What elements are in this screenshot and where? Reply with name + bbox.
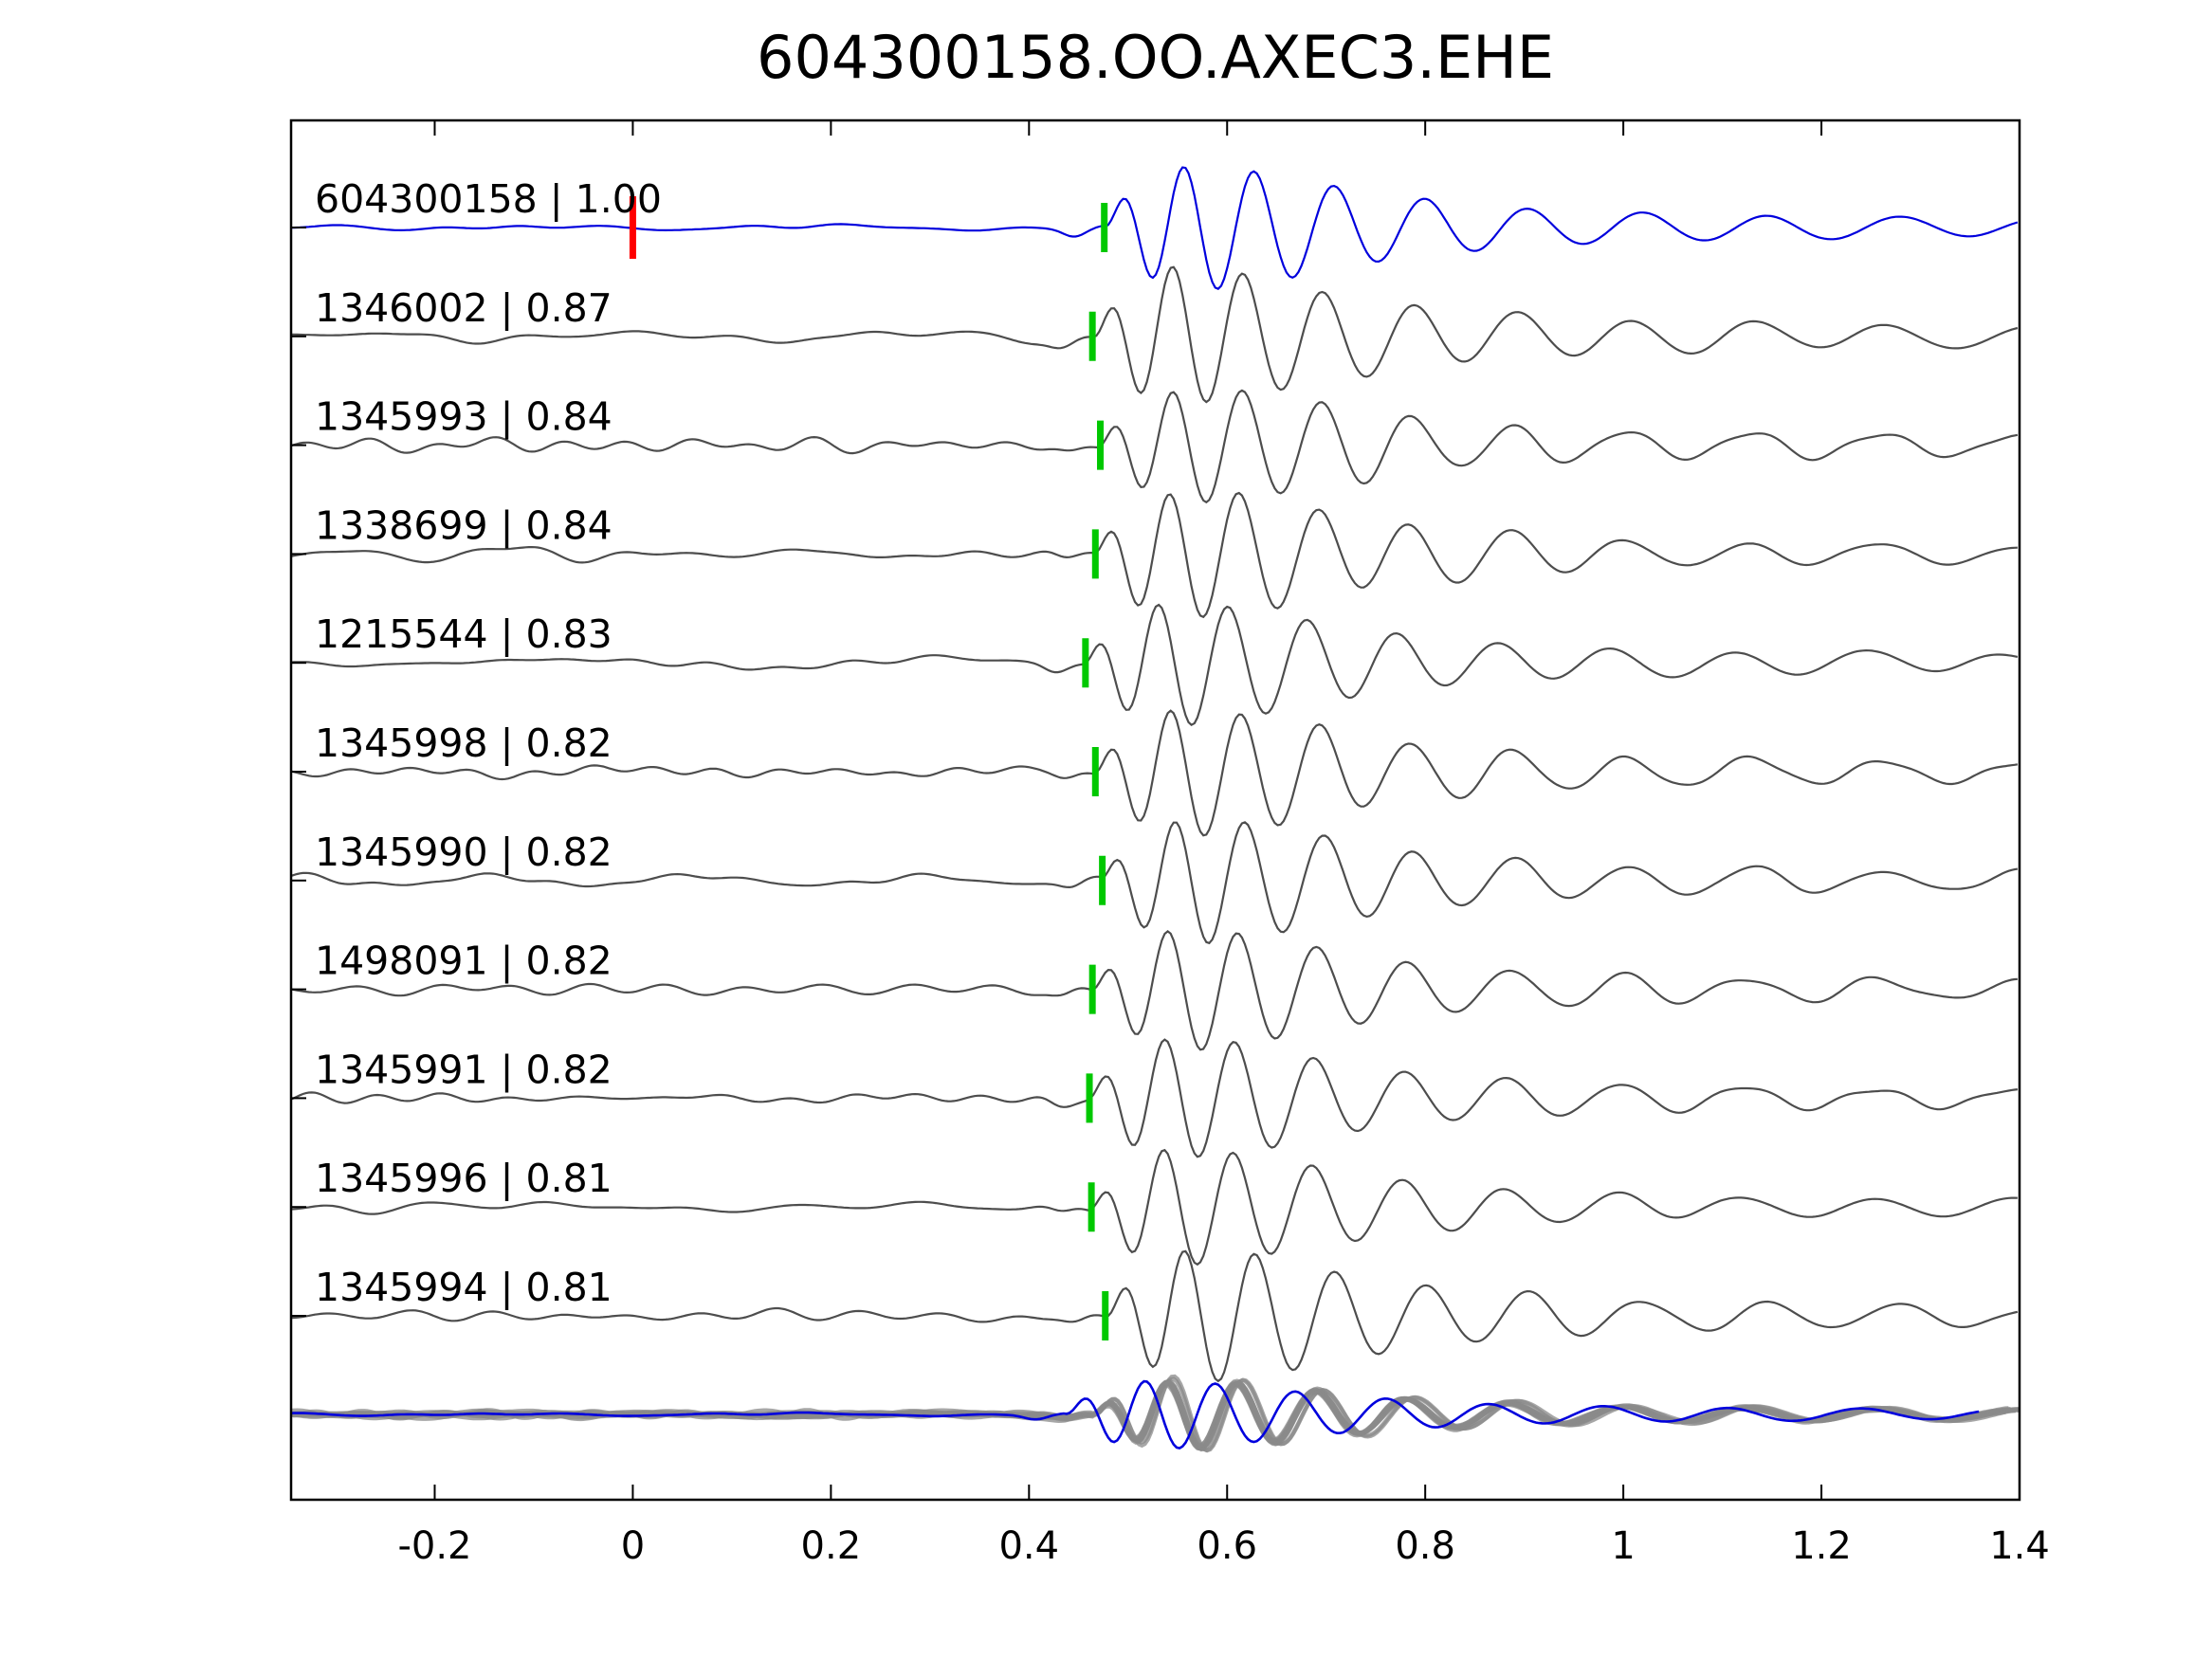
x-tick-label: 0 [621,1524,645,1568]
trace-waveform-1345996 [291,1148,2018,1267]
trace-label-1345991: 1345991 | 0.82 [315,1047,612,1092]
x-tick-label: 0.6 [1197,1524,1257,1568]
trace-waveform-1346002 [291,265,2019,404]
trace-waveform-1498091 [291,929,2018,1051]
trace-label-1345996: 1345996 | 0.81 [315,1156,612,1201]
trace-waveform-1345994 [291,1249,2019,1383]
x-tick-label: 1 [1611,1524,1635,1568]
figure-title: 604300158.OO.AXEC3.EHE [757,23,1554,92]
trace-label-1345993: 1345993 | 0.84 [315,394,612,440]
trace-label-1345998: 1345998 | 0.82 [315,720,612,766]
plot-frame [289,118,2021,1502]
x-tick-label: 1.4 [1989,1524,2050,1568]
x-tick-label: 1.2 [1791,1524,1852,1568]
trace-label-1215544: 1215544 | 0.83 [315,611,612,657]
trace-label-1345990: 1345990 | 0.82 [315,830,612,875]
trace-label-1345994: 1345994 | 0.81 [315,1265,612,1310]
overlay-waveform-604300158 [291,1379,1980,1449]
trace-label-1338699: 1338699 | 0.84 [315,502,612,548]
trace-waveform-604300158 [291,166,2019,291]
trace-label-604300158: 604300158 | 1.00 [315,176,662,222]
x-tick-label: 0.8 [1395,1524,1455,1568]
trace-waveform-1345998 [291,709,2019,837]
x-tick-label: 0.4 [998,1524,1059,1568]
x-tick-label: 0.2 [801,1524,862,1568]
trace-waveform-1345991 [291,1038,2019,1158]
trace-waveform-1345990 [291,821,2019,945]
x-tick-label: -0.2 [397,1524,471,1568]
trace-label-1346002: 1346002 | 0.87 [315,285,612,331]
trace-waveform-1215544 [291,603,2019,727]
trace-waveform-1338699 [291,491,2018,619]
trace-label-1498091: 1498091 | 0.82 [315,939,612,984]
trace-waveform-1345993 [291,389,2019,504]
